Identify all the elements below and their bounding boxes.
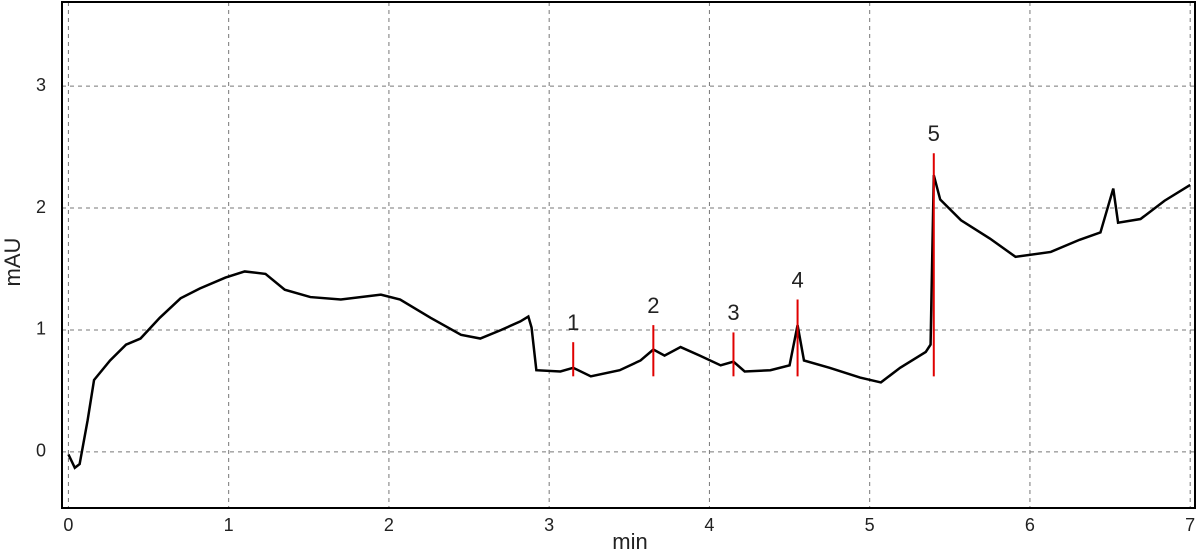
x-axis-title: min [612, 529, 647, 554]
x-tick-label: 5 [865, 515, 875, 535]
y-tick-label: 0 [36, 441, 46, 461]
x-tick-label: 0 [63, 515, 73, 535]
peak-label: 1 [567, 310, 579, 335]
y-tick-label: 3 [36, 75, 46, 95]
peak-label: 2 [647, 293, 659, 318]
x-tick-label: 3 [544, 515, 554, 535]
plot-frame [61, 1, 1196, 509]
y-tick-label: 2 [36, 197, 46, 217]
trace [67, 174, 1191, 470]
x-tick-label: 1 [224, 515, 234, 535]
y-tick-label: 1 [36, 319, 46, 339]
x-tick-label: 7 [1185, 515, 1195, 535]
peak-label: 3 [727, 300, 739, 325]
peak-label: 5 [928, 121, 940, 146]
x-tick-label: 4 [704, 515, 714, 535]
peak-label: 4 [791, 267, 803, 292]
x-tick-label: 6 [1025, 515, 1035, 535]
x-tick-label: 2 [384, 515, 394, 535]
y-axis-title: mAU [0, 238, 25, 287]
